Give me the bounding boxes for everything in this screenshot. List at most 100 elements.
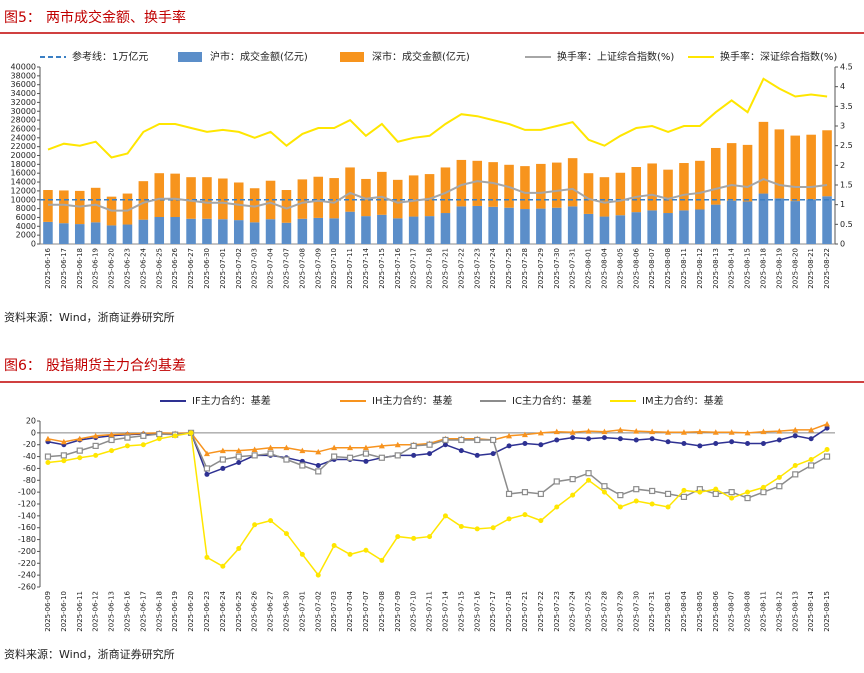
point-marker (394, 452, 401, 459)
point-marker (108, 431, 115, 438)
y2-tick-label: 1 (840, 200, 845, 209)
point-marker (538, 518, 544, 524)
point-marker (792, 462, 798, 468)
x-tick-label: 2025-07-04 (267, 247, 275, 288)
point-marker (680, 429, 687, 435)
point-marker (617, 504, 623, 510)
bar (440, 213, 451, 244)
point-marker (713, 486, 719, 492)
bar (186, 177, 196, 219)
bar (679, 210, 689, 244)
point-marker (823, 453, 831, 460)
point-marker (378, 454, 385, 461)
bar (218, 219, 228, 244)
point-marker (220, 465, 226, 471)
point-marker (203, 465, 211, 472)
bar (710, 147, 721, 205)
figure-title: 股指期货主力合约基差 (46, 357, 186, 374)
point-marker (537, 490, 544, 498)
point-marker (554, 437, 560, 443)
point-marker (109, 448, 115, 454)
point-marker (411, 535, 417, 541)
legend-label: IC主力合约：基差 (512, 394, 592, 407)
point-marker (252, 522, 258, 528)
point-marker (363, 458, 369, 464)
point-marker (824, 446, 830, 452)
point-marker (44, 453, 52, 460)
bar (504, 207, 514, 244)
x-tick-label: 2025-06-18 (76, 248, 84, 289)
y-tick-label: 22000 (11, 142, 36, 151)
point-marker (61, 458, 67, 464)
bar (551, 207, 562, 244)
bar (154, 173, 165, 218)
point-marker (553, 478, 560, 485)
point-marker (315, 448, 322, 455)
point-marker (792, 433, 798, 439)
point-marker (601, 489, 607, 495)
point-marker (633, 498, 639, 504)
x-tick-label: 2025-07-21 (521, 591, 529, 632)
point-marker (45, 460, 51, 465)
point-marker (633, 486, 640, 493)
bar (138, 219, 149, 244)
point-marker (665, 504, 671, 510)
point-marker (283, 444, 290, 451)
x-tick-label: 2025-07-01 (298, 591, 306, 632)
point-marker (442, 436, 449, 444)
y-tick-label: 6000 (16, 213, 36, 222)
point-marker (108, 436, 115, 444)
series-line (47, 77, 828, 159)
point-marker (378, 442, 385, 449)
legend-label: 换手率：深证综合指数(%) (720, 50, 837, 63)
x-tick-label: 2025-06-20 (108, 248, 116, 289)
x-tick-label: 2025-06-25 (235, 591, 243, 632)
point-marker (728, 429, 735, 435)
bar (440, 167, 451, 214)
y-tick-label: 20 (26, 417, 36, 426)
point-marker (411, 452, 417, 458)
x-tick-label: 2025-06-30 (282, 591, 290, 632)
bar (202, 218, 212, 244)
x-tick-label: 2025-06-24 (139, 247, 147, 288)
x-tick-label: 2025-07-17 (489, 591, 497, 632)
bar (583, 213, 594, 244)
x-tick-label: 2025-07-02 (235, 248, 243, 289)
point-marker (60, 438, 67, 445)
x-tick-label: 2025-06-13 (108, 591, 116, 632)
point-marker (235, 447, 242, 454)
bar (599, 216, 610, 244)
bar (361, 178, 371, 217)
point-marker (537, 429, 544, 436)
point-marker (427, 534, 433, 540)
point-marker (601, 483, 608, 490)
point-marker (474, 436, 481, 444)
x-tick-label: 2025-07-23 (553, 591, 561, 632)
x-tick-label: 2025-07-11 (346, 248, 354, 289)
point-marker (553, 428, 560, 435)
point-marker (490, 525, 496, 531)
point-marker (379, 557, 385, 563)
bar (710, 204, 721, 244)
x-tick-label: 2025-07-10 (330, 248, 338, 289)
point-marker (76, 447, 83, 454)
x-tick-label: 2025-06-16 (123, 590, 131, 631)
bar (790, 135, 801, 202)
x-tick-label: 2025-06-12 (92, 591, 100, 632)
bar (233, 220, 244, 244)
bar (186, 218, 196, 244)
y2-tick-label: 0 (840, 240, 845, 249)
point-marker (268, 518, 274, 524)
y-tick-label: -160 (18, 523, 36, 532)
bar (822, 196, 832, 244)
x-tick-label: 2025-07-01 (219, 248, 227, 289)
x-tick-label: 2025-07-29 (616, 591, 624, 632)
bar (742, 201, 753, 244)
y-tick-label: 26000 (11, 124, 36, 133)
y-tick-label: 2000 (16, 231, 36, 240)
y-tick-label: 10000 (11, 195, 36, 204)
x-tick-label: 2025-07-30 (553, 248, 561, 289)
series-line (47, 432, 828, 499)
point-marker (283, 456, 290, 463)
point-marker (362, 444, 369, 451)
